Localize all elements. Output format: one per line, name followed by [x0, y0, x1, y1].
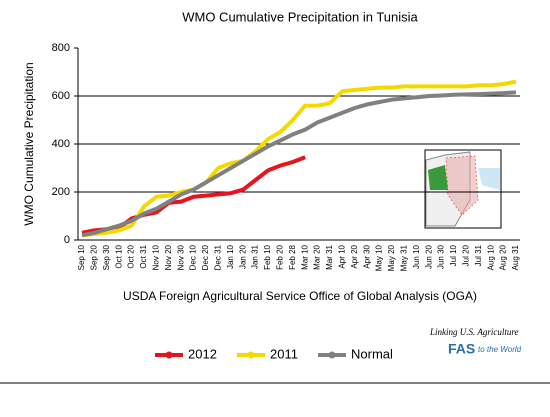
x-tick-label: May 20 — [387, 244, 396, 271]
x-tick-label: Aug 31 — [511, 244, 520, 270]
x-tick-label: Feb 28 — [288, 244, 297, 269]
logo-tagline: Linking U.S. Agriculture — [429, 327, 519, 337]
x-tick-label: Nov 30 — [176, 244, 185, 270]
y-tick-label: 400 — [52, 138, 70, 150]
logo-name: FAS — [448, 341, 475, 357]
chart-title: WMO Cumulative Precipitation in Tunisia — [182, 9, 418, 24]
x-tick-label: Sep 20 — [90, 244, 99, 270]
y-tick-label: 800 — [52, 42, 70, 54]
legend-swatch — [165, 351, 173, 359]
x-tick-label: Nov 10 — [152, 244, 161, 270]
logo-suffix: to the World — [478, 345, 522, 354]
x-tick-label: Jun 30 — [437, 244, 446, 269]
x-tick-label: Oct 20 — [127, 244, 136, 268]
x-tick-label: Jun 20 — [424, 244, 433, 269]
x-tick-label: Jan 31 — [251, 244, 260, 269]
x-tick-label: Dec 31 — [214, 244, 223, 270]
x-tick-label: Nov 20 — [164, 244, 173, 270]
x-tick-label: Apr 20 — [350, 244, 359, 268]
x-tick-label: Oct 10 — [114, 244, 123, 268]
x-tick-label: Apr 30 — [362, 244, 371, 268]
x-tick-label: Sep 10 — [77, 244, 86, 270]
x-tick-label: Mar 10 — [300, 244, 309, 269]
x-axis-label: USDA Foreign Agricultural Service Office… — [123, 289, 477, 303]
x-tick-label: May 31 — [400, 244, 409, 271]
y-tick-label: 0 — [64, 234, 70, 246]
legend-swatch — [328, 351, 336, 359]
y-axis-label: WMO Cumulative Precipitation — [22, 62, 36, 225]
x-tick-label: Mar 31 — [325, 244, 334, 269]
x-tick-label: Jun 10 — [412, 244, 421, 269]
map-inset — [424, 149, 502, 229]
x-tick-label: Aug 20 — [499, 244, 508, 270]
x-tick-label: Jul 31 — [474, 244, 483, 266]
x-tick-label: Dec 20 — [201, 244, 210, 270]
x-tick-label: Mar 20 — [313, 244, 322, 269]
x-tick-label: Oct 31 — [139, 244, 148, 268]
x-tick-label: Jan 20 — [238, 244, 247, 269]
x-tick-label: Aug 10 — [486, 244, 495, 270]
x-tick-label: Sep 30 — [102, 244, 111, 270]
x-tick-label: Jan 10 — [226, 244, 235, 269]
legend-swatch — [247, 351, 255, 359]
x-tick-label: Dec 10 — [189, 244, 198, 270]
x-tick-label: Apr 10 — [338, 244, 347, 268]
legend-label: 2012 — [188, 346, 217, 361]
y-tick-label: 600 — [52, 90, 70, 102]
legend-label: 2011 — [270, 346, 298, 361]
legend-label: Normal — [351, 346, 393, 361]
series-line — [81, 90, 517, 238]
x-tick-label: Jul 10 — [449, 244, 458, 266]
y-tick-label: 200 — [52, 186, 70, 198]
series-line — [81, 155, 306, 235]
x-tick-label: Feb 20 — [276, 244, 285, 269]
x-tick-label: Jul 20 — [462, 244, 471, 266]
x-tick-label: Feb 10 — [263, 244, 272, 269]
x-tick-label: May 10 — [375, 244, 384, 271]
series-line — [81, 79, 517, 238]
